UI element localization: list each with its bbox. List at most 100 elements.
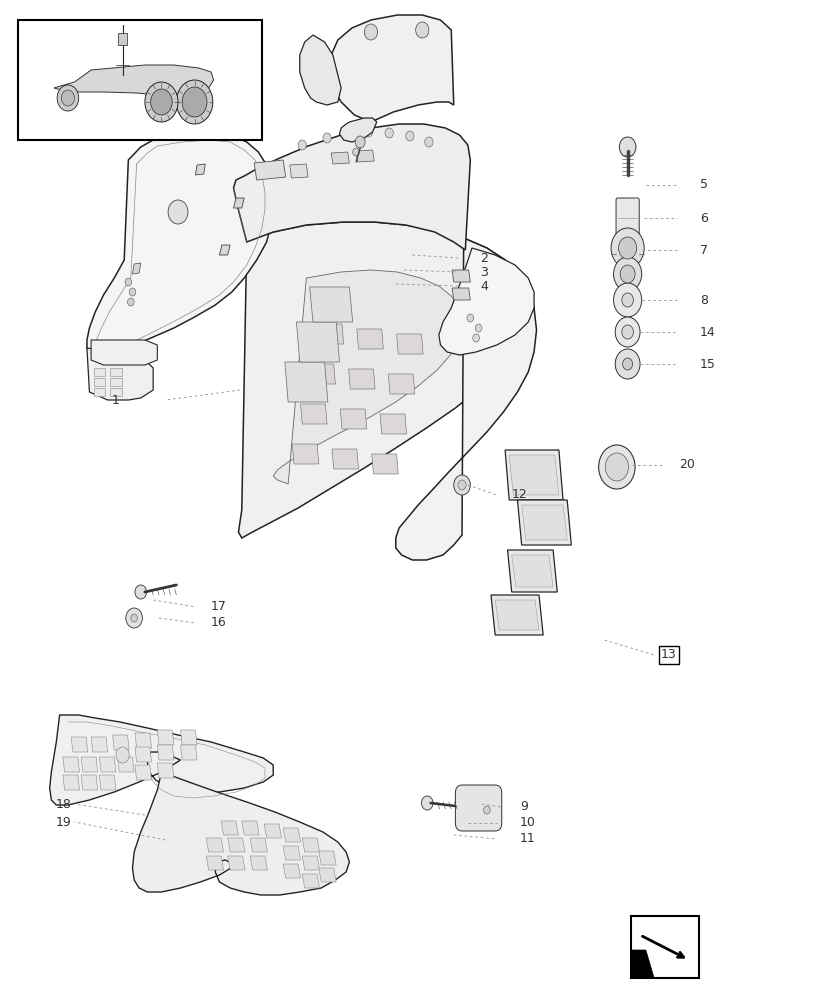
- Polygon shape: [509, 455, 558, 495]
- Circle shape: [614, 349, 639, 379]
- Polygon shape: [283, 846, 300, 860]
- Polygon shape: [238, 222, 533, 538]
- Text: 9: 9: [519, 800, 528, 814]
- Circle shape: [619, 265, 634, 283]
- Circle shape: [618, 237, 636, 259]
- Polygon shape: [81, 775, 98, 790]
- Bar: [18, 20, 262, 140]
- Text: 2: 2: [480, 251, 488, 264]
- Text: 6: 6: [699, 212, 707, 225]
- Polygon shape: [273, 270, 461, 484]
- Circle shape: [61, 90, 74, 106]
- Polygon shape: [233, 124, 470, 250]
- Polygon shape: [254, 160, 285, 180]
- Text: 10: 10: [519, 816, 535, 830]
- Polygon shape: [283, 828, 300, 842]
- Polygon shape: [395, 238, 536, 560]
- Polygon shape: [54, 65, 213, 95]
- Text: 16: 16: [211, 616, 227, 630]
- Text: 19: 19: [55, 816, 71, 828]
- Circle shape: [424, 137, 433, 147]
- Polygon shape: [135, 733, 151, 748]
- Polygon shape: [371, 454, 398, 474]
- Polygon shape: [309, 287, 352, 322]
- Polygon shape: [490, 595, 543, 635]
- Polygon shape: [91, 340, 157, 365]
- FancyBboxPatch shape: [615, 198, 638, 238]
- Text: 18: 18: [55, 798, 71, 810]
- Polygon shape: [180, 745, 197, 760]
- Circle shape: [598, 445, 634, 489]
- Polygon shape: [112, 735, 129, 750]
- Text: 15: 15: [699, 358, 715, 370]
- Polygon shape: [630, 950, 653, 978]
- Polygon shape: [227, 838, 245, 852]
- Circle shape: [385, 128, 393, 138]
- Circle shape: [343, 129, 351, 139]
- Circle shape: [323, 133, 331, 143]
- Circle shape: [352, 148, 359, 156]
- Polygon shape: [396, 334, 423, 354]
- Polygon shape: [289, 164, 308, 178]
- Circle shape: [176, 80, 213, 124]
- Polygon shape: [296, 322, 339, 362]
- Polygon shape: [292, 444, 318, 464]
- Polygon shape: [132, 772, 349, 895]
- Polygon shape: [302, 874, 319, 888]
- Polygon shape: [318, 851, 336, 865]
- Circle shape: [129, 288, 136, 296]
- Circle shape: [145, 82, 178, 122]
- FancyBboxPatch shape: [455, 785, 501, 831]
- Polygon shape: [110, 388, 122, 396]
- Polygon shape: [452, 288, 470, 300]
- Circle shape: [457, 480, 466, 490]
- Polygon shape: [63, 775, 79, 790]
- Polygon shape: [71, 737, 88, 752]
- Polygon shape: [99, 775, 116, 790]
- Polygon shape: [302, 856, 319, 870]
- Circle shape: [127, 298, 134, 306]
- Polygon shape: [117, 757, 134, 772]
- Text: 11: 11: [519, 832, 535, 846]
- Circle shape: [405, 131, 414, 141]
- Polygon shape: [299, 35, 341, 105]
- Polygon shape: [356, 150, 374, 162]
- Polygon shape: [511, 555, 552, 587]
- Circle shape: [614, 317, 639, 347]
- Polygon shape: [157, 745, 174, 760]
- Circle shape: [619, 137, 635, 157]
- Polygon shape: [317, 324, 343, 344]
- Polygon shape: [521, 505, 566, 540]
- Circle shape: [364, 127, 372, 137]
- Text: 7: 7: [699, 243, 707, 256]
- Polygon shape: [250, 838, 267, 852]
- Circle shape: [613, 283, 641, 317]
- Polygon shape: [87, 133, 273, 355]
- Circle shape: [364, 24, 377, 40]
- Polygon shape: [110, 378, 122, 386]
- Text: 5: 5: [699, 178, 707, 192]
- Polygon shape: [87, 348, 153, 400]
- Circle shape: [57, 85, 79, 111]
- Circle shape: [621, 293, 633, 307]
- Circle shape: [421, 796, 433, 810]
- Polygon shape: [318, 868, 336, 882]
- Circle shape: [610, 228, 643, 268]
- Text: 12: 12: [511, 488, 527, 502]
- Circle shape: [483, 806, 490, 814]
- Circle shape: [125, 278, 131, 286]
- Polygon shape: [283, 864, 300, 878]
- Text: 17: 17: [211, 600, 227, 613]
- Circle shape: [605, 453, 628, 481]
- Circle shape: [168, 200, 188, 224]
- Polygon shape: [308, 364, 335, 384]
- Circle shape: [131, 614, 137, 622]
- Polygon shape: [157, 730, 174, 745]
- Polygon shape: [452, 270, 470, 282]
- Polygon shape: [388, 374, 414, 394]
- Circle shape: [621, 325, 633, 339]
- Polygon shape: [157, 763, 174, 778]
- Polygon shape: [63, 757, 79, 772]
- Circle shape: [126, 608, 142, 628]
- Polygon shape: [264, 824, 281, 838]
